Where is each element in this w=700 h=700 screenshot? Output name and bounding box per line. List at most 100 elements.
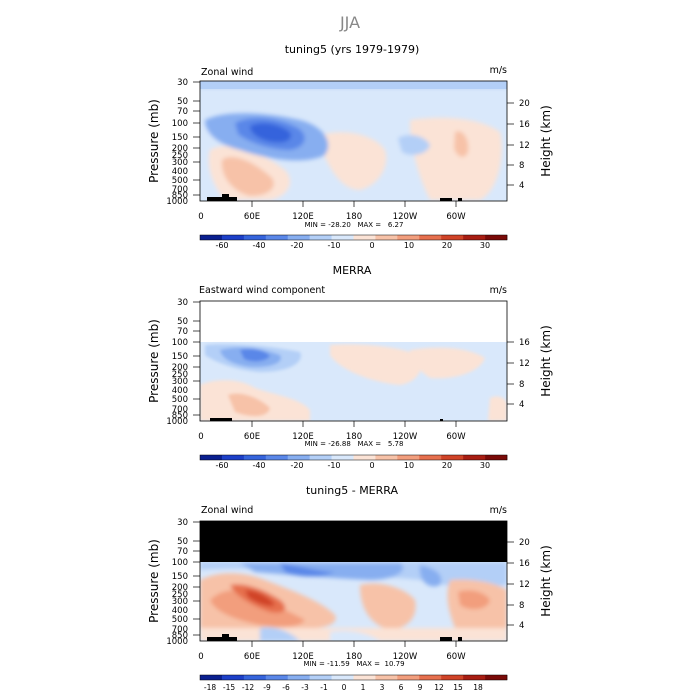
ytick: 700 xyxy=(172,625,188,635)
colorbar-frame xyxy=(199,234,508,241)
y-axis-label-right: Height (km) xyxy=(539,325,553,396)
xtick: 120E xyxy=(292,652,314,662)
colorbar-swatch xyxy=(243,455,267,460)
colorbar-label: 0 xyxy=(369,241,374,250)
xtick: 60E xyxy=(244,212,260,222)
ytick-right: 4 xyxy=(519,181,524,191)
colorbar-label: -1 xyxy=(320,683,328,692)
ytick: 700 xyxy=(172,185,188,195)
colorbar-label: 20 xyxy=(442,461,452,470)
ytick: 1000 xyxy=(166,637,188,647)
colorbar xyxy=(199,674,508,681)
colorbar-labels: -18 -15 -12 -9 -6 -3 -1 0 1 3 6 9 12 15 … xyxy=(204,683,483,692)
xtick: 0 xyxy=(198,212,203,222)
panel-subtitle-left: Zonal wind xyxy=(201,505,253,516)
panel-title: tuning5 (yrs 1979-1979) xyxy=(285,43,420,56)
y-axis-label: Pressure (mb) xyxy=(147,539,161,623)
colorbar-swatch xyxy=(265,235,289,240)
colorbar-swatch xyxy=(397,235,420,240)
ytick: 70 xyxy=(177,107,188,117)
colorbar-swatch xyxy=(419,235,442,240)
colorbar-swatch xyxy=(419,455,442,460)
ytick: 250 xyxy=(172,370,188,380)
ytick: 850 xyxy=(172,191,188,201)
colorbar-label: 30 xyxy=(480,241,490,250)
ytick: 100 xyxy=(172,119,188,129)
ytick: 30 xyxy=(177,78,188,88)
colorbar-label: 18 xyxy=(473,683,483,692)
ytick: 100 xyxy=(172,338,188,348)
x-ticks: 0 60E 120E 180 120W 60W xyxy=(198,652,466,662)
colorbar-swatch xyxy=(331,235,354,240)
colorbar-swatch xyxy=(485,455,508,460)
colorbar-label: -15 xyxy=(223,683,235,692)
colorbar-swatch xyxy=(287,235,310,240)
xtick: 120W xyxy=(393,652,418,662)
colorbar-swatch xyxy=(419,675,442,680)
ytick: 200 xyxy=(172,144,188,154)
contour-field xyxy=(200,521,507,641)
colorbar-swatch xyxy=(485,675,508,680)
colorbar-swatch xyxy=(397,455,420,460)
ytick: 500 xyxy=(172,176,188,186)
colorbar-swatch xyxy=(441,455,464,460)
ytick: 200 xyxy=(172,583,188,593)
y-ticks-right: 16 12 8 4 xyxy=(519,338,530,410)
colorbar-label: -10 xyxy=(327,241,340,250)
colorbar-swatch xyxy=(463,455,486,460)
y-ticks-left: 30 50 70 100 150 200 250 300 400 500 700… xyxy=(166,518,188,647)
colorbar-label: 9 xyxy=(418,683,423,692)
colorbar-label: -12 xyxy=(242,683,254,692)
colorbar-frame xyxy=(199,674,508,681)
colorbar-swatch xyxy=(265,455,289,460)
xtick: 180 xyxy=(346,432,362,442)
colorbar-label: -6 xyxy=(282,683,290,692)
colorbar-swatch xyxy=(200,675,223,680)
colorbar-swatch xyxy=(463,235,486,240)
colorbar-swatch xyxy=(375,675,398,680)
colorbar-label: -3 xyxy=(301,683,309,692)
ytick: 50 xyxy=(177,537,188,547)
colorbar-swatch xyxy=(463,675,486,680)
y-ticks-right: 20 16 12 8 4 xyxy=(519,99,530,191)
y-ticks-left: 30 50 70 100 150 200 250 300 400 500 700… xyxy=(166,298,188,427)
colorbar-swatch xyxy=(353,675,376,680)
y-axis-label: Pressure (mb) xyxy=(147,319,161,403)
colorbar-swatch xyxy=(397,675,420,680)
colorbar-label: -60 xyxy=(215,461,228,470)
panel-difference: tuning5 - MERRA Zonal wind m/s xyxy=(147,484,553,692)
ytick: 400 xyxy=(172,167,188,177)
xtick: 60E xyxy=(244,652,260,662)
xtick: 60E xyxy=(244,432,260,442)
colorbar-label: 3 xyxy=(380,683,385,692)
xtick: 120E xyxy=(292,212,314,222)
ytick: 30 xyxy=(177,298,188,308)
colorbar-swatch xyxy=(309,455,332,460)
ytick: 500 xyxy=(172,395,188,405)
y-ticks-left: 30 50 70 100 150 200 250 300 400 500 700… xyxy=(166,78,188,207)
ytick: 400 xyxy=(172,606,188,616)
contour-field xyxy=(200,81,507,201)
y-ticks-right: 20 16 12 8 4 xyxy=(519,538,530,631)
xtick: 60W xyxy=(446,652,466,662)
ytick-right: 12 xyxy=(519,141,530,151)
colorbar-swatch xyxy=(309,675,332,680)
ytick: 300 xyxy=(172,377,188,387)
panel-subtitle-right: m/s xyxy=(490,65,507,76)
colorbar-label: 1 xyxy=(361,683,366,692)
colorbar-label: -9 xyxy=(263,683,271,692)
colorbar-swatch xyxy=(200,235,223,240)
ytick: 850 xyxy=(172,411,188,421)
xtick: 120E xyxy=(292,432,314,442)
x-ticks: 0 60E 120E 180 120W 60W xyxy=(198,432,466,442)
colorbar-swatch xyxy=(441,235,464,240)
colorbar-label: -18 xyxy=(204,683,216,692)
colorbar-labels: -60 -40 -20 -10 0 10 20 30 xyxy=(215,241,490,250)
ytick: 700 xyxy=(172,405,188,415)
colorbar-label: 20 xyxy=(442,241,452,250)
colorbar-swatch xyxy=(441,675,464,680)
ytick-right: 16 xyxy=(519,120,530,130)
colorbar-frame xyxy=(199,454,508,461)
colorbar-swatch xyxy=(287,455,310,460)
contour-field xyxy=(200,301,507,421)
